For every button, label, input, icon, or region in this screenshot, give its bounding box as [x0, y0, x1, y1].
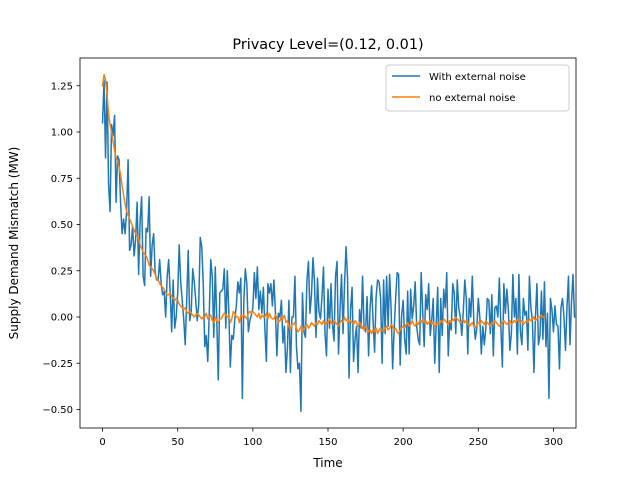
x-tick-label: 50 [171, 437, 184, 448]
y-axis-label: Supply Demand Mismatch (MW) [7, 147, 21, 340]
x-tick-label: 300 [544, 437, 563, 448]
x-axis-label: Time [312, 456, 342, 470]
plot-area [101, 73, 576, 413]
chart-title: Privacy Level=(0.12, 0.01) [232, 37, 423, 53]
y-tick-label: 0.75 [51, 174, 73, 185]
series-line-no-external-noise [101, 73, 546, 335]
legend-label: no external noise [429, 93, 516, 104]
x-tick-label: 150 [318, 437, 337, 448]
y-tick-label: 1.00 [51, 128, 73, 139]
y-tick-label: 0.25 [51, 266, 73, 277]
legend-box [385, 64, 570, 112]
series-line-with-external-noise [101, 79, 576, 413]
y-tick-label: 1.25 [51, 81, 73, 92]
x-tick-label: 0 [99, 437, 105, 448]
x-tick-label: 250 [469, 437, 488, 448]
legend: With external noise no external noise [385, 64, 570, 112]
series-group [101, 73, 576, 413]
y-tick-label: 0.50 [51, 220, 73, 231]
axes: 0 50 100 150 200 250 300 −0.50 −0.25 0.00 0.25 0.50… [42, 57, 577, 448]
y-tick-label: −0.50 [42, 405, 73, 416]
y-tick-label: −0.25 [42, 359, 73, 370]
x-tick-label: 200 [394, 437, 413, 448]
x-tick-label: 100 [243, 437, 262, 448]
legend-label: With external noise [429, 72, 526, 83]
y-tick-label: 0.00 [51, 313, 73, 324]
